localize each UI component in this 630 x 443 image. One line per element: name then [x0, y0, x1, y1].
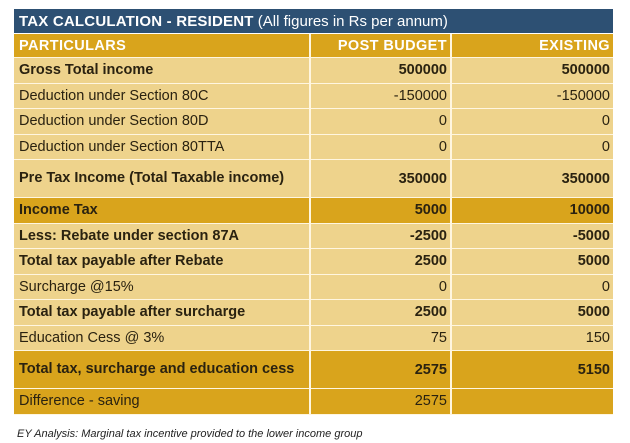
header-particulars: PARTICULARS — [14, 34, 311, 57]
table-row: Deduction under Section 80D 0 0 — [14, 109, 613, 135]
post-budget-value: 2575 — [311, 351, 452, 388]
existing-value: 5000 — [577, 304, 610, 321]
header-post-budget: POST BUDGET — [311, 34, 452, 57]
table-body: Gross Total income 500000 500000 Deduction … — [14, 58, 613, 415]
existing-value: 0 — [601, 278, 610, 295]
existing-value: 5150 — [577, 361, 610, 378]
post-budget-value: 2500 — [311, 249, 452, 274]
post-budget-value: 500000 — [311, 58, 452, 83]
row-label: Pre Tax Income (Total Taxable income) — [14, 160, 311, 197]
post-budget-value: 0 — [311, 274, 452, 299]
row-label: Total tax payable after surcharge — [14, 300, 311, 325]
row-label: Total tax payable after Rebate — [14, 249, 311, 274]
existing-value: -150000 — [556, 87, 610, 104]
table-row: Difference - saving 2575 — [14, 389, 613, 415]
table-title-note: (All figures in Rs per annum) — [253, 13, 448, 30]
row-label: Surcharge @15% — [14, 274, 311, 299]
existing-value: 10000 — [569, 202, 610, 219]
table-title: TAX CALCULATION - RESIDENT (All figures … — [14, 9, 613, 34]
post-budget-value: 75 — [311, 325, 452, 350]
table-row: Income Tax 5000 10000 — [14, 198, 613, 224]
table-row: Deduction under Section 80C -150000 -15000… — [14, 83, 613, 109]
table-row: Education Cess @ 3% 75 150 — [14, 325, 613, 351]
row-label: Deduction under Section 80TTA — [14, 134, 311, 159]
row-label: Education Cess @ 3% — [14, 325, 311, 350]
row-label: Less: Rebate under section 87A — [14, 223, 311, 248]
existing-value: -5000 — [572, 227, 610, 244]
post-budget-value: -150000 — [311, 83, 452, 108]
post-budget-value: 2575 — [311, 389, 452, 414]
row-label: Difference - saving — [14, 389, 311, 414]
existing-value: 5000 — [577, 253, 610, 270]
caption: EY Analysis: Marginal tax incentive prov… — [17, 428, 363, 440]
existing-value: 350000 — [561, 170, 610, 187]
tax-calculation-table: TAX CALCULATION - RESIDENT (All figures … — [14, 9, 613, 415]
existing-value: 0 — [601, 113, 610, 130]
post-budget-value: 0 — [311, 109, 452, 134]
table-row: Surcharge @15% 0 0 — [14, 274, 613, 300]
existing-value: 150 — [585, 329, 610, 346]
header-existing: EXISTING — [539, 37, 610, 54]
post-budget-value: -2500 — [311, 223, 452, 248]
existing-value — [452, 389, 613, 414]
row-label: Deduction under Section 80D — [14, 109, 311, 134]
table-row: Total tax payable after Rebate 2500 5000 — [14, 249, 613, 275]
post-budget-value: 5000 — [311, 198, 452, 223]
table-row: Total tax payable after surcharge 2500 500… — [14, 300, 613, 326]
row-label: Income Tax — [14, 198, 311, 223]
table-row: Pre Tax Income (Total Taxable income) 350… — [14, 160, 613, 198]
post-budget-value: 350000 — [311, 160, 452, 197]
table-title-main: TAX CALCULATION - RESIDENT — [19, 13, 254, 30]
post-budget-value: 0 — [311, 134, 452, 159]
row-label: Deduction under Section 80C — [14, 83, 311, 108]
row-label: Total tax, surcharge and education cess — [14, 351, 311, 388]
header-row: PARTICULARS POST BUDGET EXISTING — [14, 34, 613, 58]
table-row: Less: Rebate under section 87A -2500 -5000 — [14, 223, 613, 249]
existing-value: 500000 — [561, 62, 610, 79]
post-budget-value: 2500 — [311, 300, 452, 325]
table-row: Total tax, surcharge and education cess 2… — [14, 351, 613, 389]
table-row: Deduction under Section 80TTA 0 0 — [14, 134, 613, 160]
existing-value: 0 — [601, 138, 610, 155]
row-label: Gross Total income — [14, 58, 311, 83]
table-row: Gross Total income 500000 500000 — [14, 58, 613, 84]
